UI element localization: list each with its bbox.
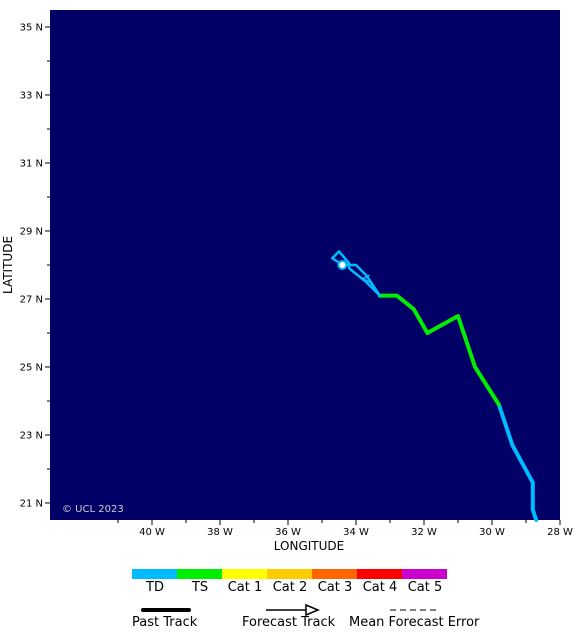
lat-tick-label: 27 N xyxy=(20,295,43,306)
category-swatch xyxy=(177,569,222,579)
forecast-track-label: Forecast Track xyxy=(242,615,336,630)
legend: TD TS Cat 1 Cat 2 Cat 3 Cat 4 Cat 5 Past Track… xyxy=(0,560,580,639)
track-segment-td xyxy=(330,250,382,297)
lon-tick-label: 30 W xyxy=(479,527,505,538)
category-swatch xyxy=(357,569,402,579)
storm-track xyxy=(330,250,539,522)
lon-tick-label: 38 W xyxy=(207,527,233,538)
track-key-symbols xyxy=(141,603,436,617)
lon-tick-label: 32 W xyxy=(411,527,437,538)
track-segment-ts xyxy=(377,293,501,407)
forecast-arrow-marker xyxy=(361,274,374,285)
current-position-marker xyxy=(337,260,348,270)
category-label: TS xyxy=(191,580,209,595)
lat-tick-label: 33 N xyxy=(20,91,43,102)
lon-tick-label: 36 W xyxy=(275,527,301,538)
x-axis-title: LONGITUDE xyxy=(274,539,344,553)
forecast-arrow-icon xyxy=(305,603,320,617)
category-swatch xyxy=(402,569,447,579)
category-swatch xyxy=(222,569,267,579)
lon-tick-label: 34 W xyxy=(343,527,369,538)
category-label: TD xyxy=(146,580,164,595)
lat-tick-label: 23 N xyxy=(20,431,43,442)
category-swatch xyxy=(132,569,177,579)
category-swatch xyxy=(267,569,312,579)
lon-tick-label: 28 W xyxy=(547,527,573,538)
category-label: Cat 2 xyxy=(272,580,308,595)
y-axis-title: LATITUDE xyxy=(1,236,15,294)
track-map: 35 N 33 N 31 N 29 N 27 N 25 N 23 N 21 N 40 W 38 W… xyxy=(1,10,573,553)
axis-ticks: 35 N 33 N 31 N 29 N 27 N 25 N 23 N 21 N 40 W 38 W… xyxy=(20,23,573,539)
category-label: Cat 3 xyxy=(317,580,353,595)
past-track-label: Past Track xyxy=(132,615,198,630)
mean-error-label: Mean Forecast Error xyxy=(349,615,480,630)
category-label: Cat 5 xyxy=(407,580,443,595)
category-label: Cat 4 xyxy=(362,580,398,595)
copyright-label: © UCL 2023 xyxy=(62,504,124,515)
lat-tick-label: 35 N xyxy=(20,23,43,34)
track-segment-td xyxy=(496,402,539,522)
lat-tick-label: 25 N xyxy=(20,363,43,374)
lon-tick-label: 40 W xyxy=(139,527,165,538)
category-label: Cat 1 xyxy=(227,580,263,595)
lat-tick-label: 29 N xyxy=(20,227,43,238)
lat-tick-label: 31 N xyxy=(20,159,43,170)
lat-tick-label: 21 N xyxy=(20,499,43,510)
ocean-plot-area xyxy=(50,10,560,520)
category-swatch xyxy=(312,569,357,579)
